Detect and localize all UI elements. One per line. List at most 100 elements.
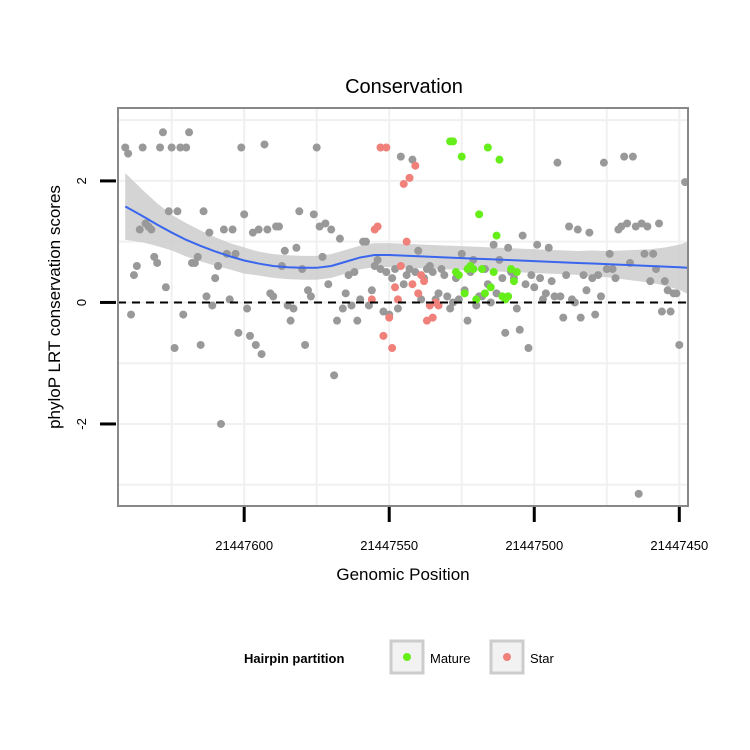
data-point xyxy=(228,225,237,234)
data-point xyxy=(434,289,443,298)
data-point xyxy=(527,271,536,280)
data-point xyxy=(550,292,559,301)
data-point xyxy=(443,292,452,301)
data-point xyxy=(289,304,298,313)
data-point xyxy=(417,271,426,280)
data-point xyxy=(495,155,504,164)
y-axis-title: phyloP LRT conservation scores xyxy=(45,185,64,429)
data-point xyxy=(414,246,423,255)
data-point xyxy=(402,271,411,280)
data-point xyxy=(205,228,214,237)
data-point xyxy=(454,295,463,304)
data-point xyxy=(399,179,408,188)
data-point xyxy=(385,313,394,322)
data-point xyxy=(672,289,681,298)
data-point xyxy=(260,140,269,149)
legend-label-star: Star xyxy=(530,651,555,666)
data-point xyxy=(643,222,652,231)
data-point xyxy=(623,219,632,228)
data-point xyxy=(356,295,365,304)
data-point xyxy=(304,286,312,295)
data-point xyxy=(367,286,376,295)
data-point xyxy=(657,307,666,316)
data-point xyxy=(634,489,643,498)
data-point xyxy=(541,289,550,298)
data-point xyxy=(570,298,579,307)
data-point xyxy=(391,283,400,292)
data-point xyxy=(367,295,376,304)
data-point xyxy=(208,301,217,310)
data-point xyxy=(211,274,220,283)
data-point xyxy=(199,207,208,216)
data-point xyxy=(240,210,249,219)
data-point xyxy=(628,152,637,161)
data-point xyxy=(382,268,391,277)
data-point xyxy=(620,152,629,161)
y-tick-label: 0 xyxy=(74,299,89,306)
data-point xyxy=(138,143,147,152)
data-point xyxy=(402,237,411,246)
data-point xyxy=(640,249,649,258)
data-point xyxy=(202,292,211,301)
data-point xyxy=(596,292,605,301)
data-point xyxy=(489,240,498,249)
x-tick-label: 21447550 xyxy=(360,538,418,553)
data-point xyxy=(245,331,254,340)
legend-dot-star xyxy=(503,653,511,661)
data-point xyxy=(440,271,449,280)
data-point xyxy=(428,268,437,277)
data-point xyxy=(347,301,356,310)
data-point xyxy=(373,255,382,264)
data-point xyxy=(327,225,336,234)
data-point xyxy=(654,219,663,228)
data-point xyxy=(666,307,675,316)
data-point xyxy=(393,304,402,313)
x-axis: 21447600 21447550 21447500 21447450 xyxy=(215,507,708,553)
data-point xyxy=(675,340,684,349)
data-point xyxy=(515,325,524,334)
data-point xyxy=(492,231,501,240)
data-point xyxy=(425,261,434,270)
data-point xyxy=(646,277,655,286)
data-point xyxy=(562,271,571,280)
data-point xyxy=(396,152,405,161)
data-point xyxy=(524,344,533,353)
data-point xyxy=(182,143,191,152)
data-point xyxy=(269,292,278,301)
data-point xyxy=(536,274,545,283)
data-point xyxy=(512,268,521,277)
data-point xyxy=(472,295,481,304)
data-point xyxy=(263,225,272,234)
data-point xyxy=(428,313,437,322)
data-point xyxy=(324,280,333,289)
x-tick-label: 21447450 xyxy=(650,538,708,553)
data-point xyxy=(127,310,136,319)
data-point xyxy=(498,274,507,283)
data-point xyxy=(373,222,382,231)
data-point xyxy=(251,340,260,349)
data-point xyxy=(350,268,359,277)
data-point xyxy=(594,271,603,280)
data-point xyxy=(335,234,344,243)
data-point xyxy=(449,137,458,146)
data-point xyxy=(150,252,159,261)
data-point xyxy=(457,249,466,258)
data-point xyxy=(318,252,327,261)
data-point xyxy=(388,344,397,353)
data-point xyxy=(611,274,620,283)
data-point xyxy=(565,222,574,231)
data-point xyxy=(553,158,562,167)
data-point xyxy=(660,277,669,286)
data-point xyxy=(434,301,443,310)
legend-dot-mature xyxy=(403,653,411,661)
data-point xyxy=(298,265,307,274)
data-point xyxy=(388,274,397,283)
data-point xyxy=(602,265,611,274)
data-point xyxy=(486,298,495,307)
data-point xyxy=(301,340,310,349)
data-point xyxy=(243,304,252,313)
data-point xyxy=(585,228,594,237)
data-point xyxy=(509,277,518,286)
data-point xyxy=(306,292,315,301)
